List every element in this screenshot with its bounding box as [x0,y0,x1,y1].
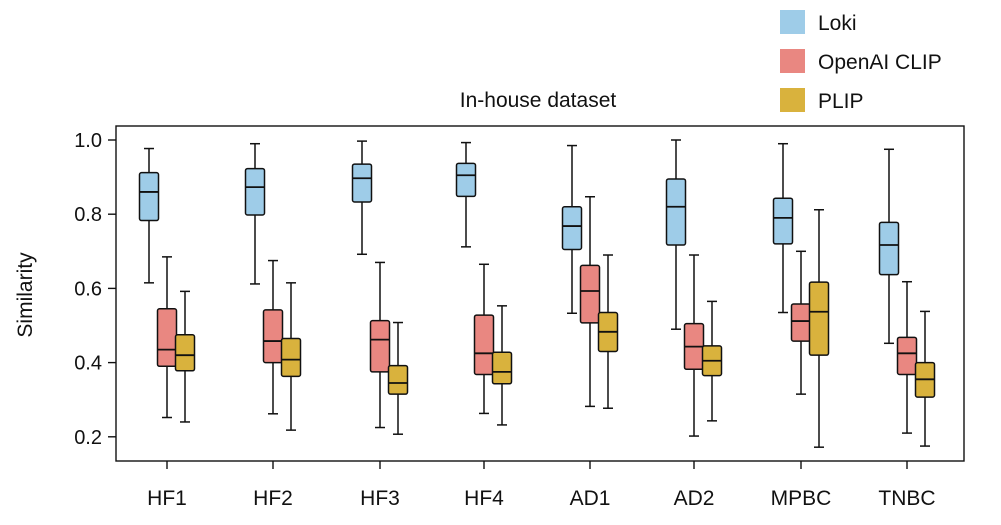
box-loki-ad1[interactable] [561,144,583,315]
y-tick-label: 0.4 [74,353,102,375]
series-loki [138,139,900,345]
legend-item-plip[interactable]: PLIP [780,88,864,113]
legend-swatch [780,10,805,34]
y-axis-label: Similarity [14,252,37,338]
legend-item-openai-clip[interactable]: OpenAI CLIP [780,49,942,74]
box-plip-hf3[interactable] [387,321,409,435]
iqr-box [387,364,409,395]
x-tick-label-ad1: AD1 [570,487,611,510]
box-loki-ad2[interactable] [665,139,687,330]
box-plip-ad1[interactable] [597,254,619,409]
box-openai-clip-hf1[interactable] [156,256,178,419]
x-axis: HF1 HF2 HF3 HF4 AD1 AD2 MPBC TNBC [147,461,936,510]
legend-swatch [780,88,805,112]
iqr-box [174,334,196,372]
box-plip-mpbc[interactable] [808,208,830,448]
box-plip-hf2[interactable] [280,282,302,431]
iqr-box [878,221,900,276]
x-tick-label-hf4: HF4 [464,487,504,510]
iqr-box [455,162,477,198]
y-tick-label: 0.6 [74,278,102,300]
plot-frame [115,125,965,462]
legend-label: PLIP [818,90,864,113]
box-loki-hf3[interactable] [351,140,373,256]
box-loki-hf4[interactable] [455,141,477,248]
legend-label: OpenAI CLIP [818,51,942,74]
iqr-box [262,309,284,364]
iqr-box [579,264,601,324]
iqr-box [351,163,373,203]
x-tick-label-ad2: AD2 [674,487,715,510]
box-openai-clip-ad2[interactable] [683,254,705,437]
box-openai-clip-ad1[interactable] [579,196,601,408]
x-tick-label-mpbc: MPBC [771,487,832,510]
y-axis: 0.2 0.4 0.6 0.8 1.0 [74,130,116,449]
box-loki-hf1[interactable] [138,147,160,284]
iqr-box [772,197,794,245]
y-tick-label: 0.8 [74,204,102,226]
box-loki-hf2[interactable] [244,142,266,285]
iqr-box [473,314,495,376]
iqr-box [896,336,918,376]
legend-label: Loki [818,12,857,35]
box-openai-clip-hf3[interactable] [369,261,391,429]
iqr-box [244,167,266,216]
box-plip-tnbc[interactable] [914,310,936,447]
box-plip-hf4[interactable] [491,305,513,426]
series-plip [174,208,936,448]
iqr-box [369,319,391,373]
iqr-box [138,171,160,222]
legend-item-loki[interactable]: Loki [780,10,857,35]
box-openai-clip-mpbc[interactable] [790,250,812,395]
iqr-box [808,281,830,356]
series-openai-clip [156,196,918,437]
x-tick-label-hf3: HF3 [360,487,400,510]
x-tick-label-tnbc: TNBC [878,487,935,510]
box-loki-mpbc[interactable] [772,142,794,314]
box-openai-clip-hf2[interactable] [262,259,284,415]
y-tick-label: 0.2 [74,427,102,449]
box-openai-clip-hf4[interactable] [473,263,495,415]
box-openai-clip-tnbc[interactable] [896,280,918,434]
box-plip-hf1[interactable] [174,290,196,423]
chart-title: In-house dataset [460,89,617,112]
y-tick-label: 1.0 [74,130,102,152]
iqr-box [665,178,687,246]
x-tick-label-hf1: HF1 [147,487,187,510]
iqr-box [561,206,583,251]
iqr-box [156,308,178,368]
legend-swatch [780,49,805,73]
legend[interactable]: Loki OpenAI CLIP PLIP [780,10,942,113]
x-tick-label-hf2: HF2 [253,487,293,510]
iqr-box [790,303,812,342]
box-series-group [138,139,936,448]
box-plip-ad2[interactable] [701,300,723,422]
iqr-box [280,337,302,378]
box-loki-tnbc[interactable] [878,148,900,345]
iqr-box [491,351,513,385]
